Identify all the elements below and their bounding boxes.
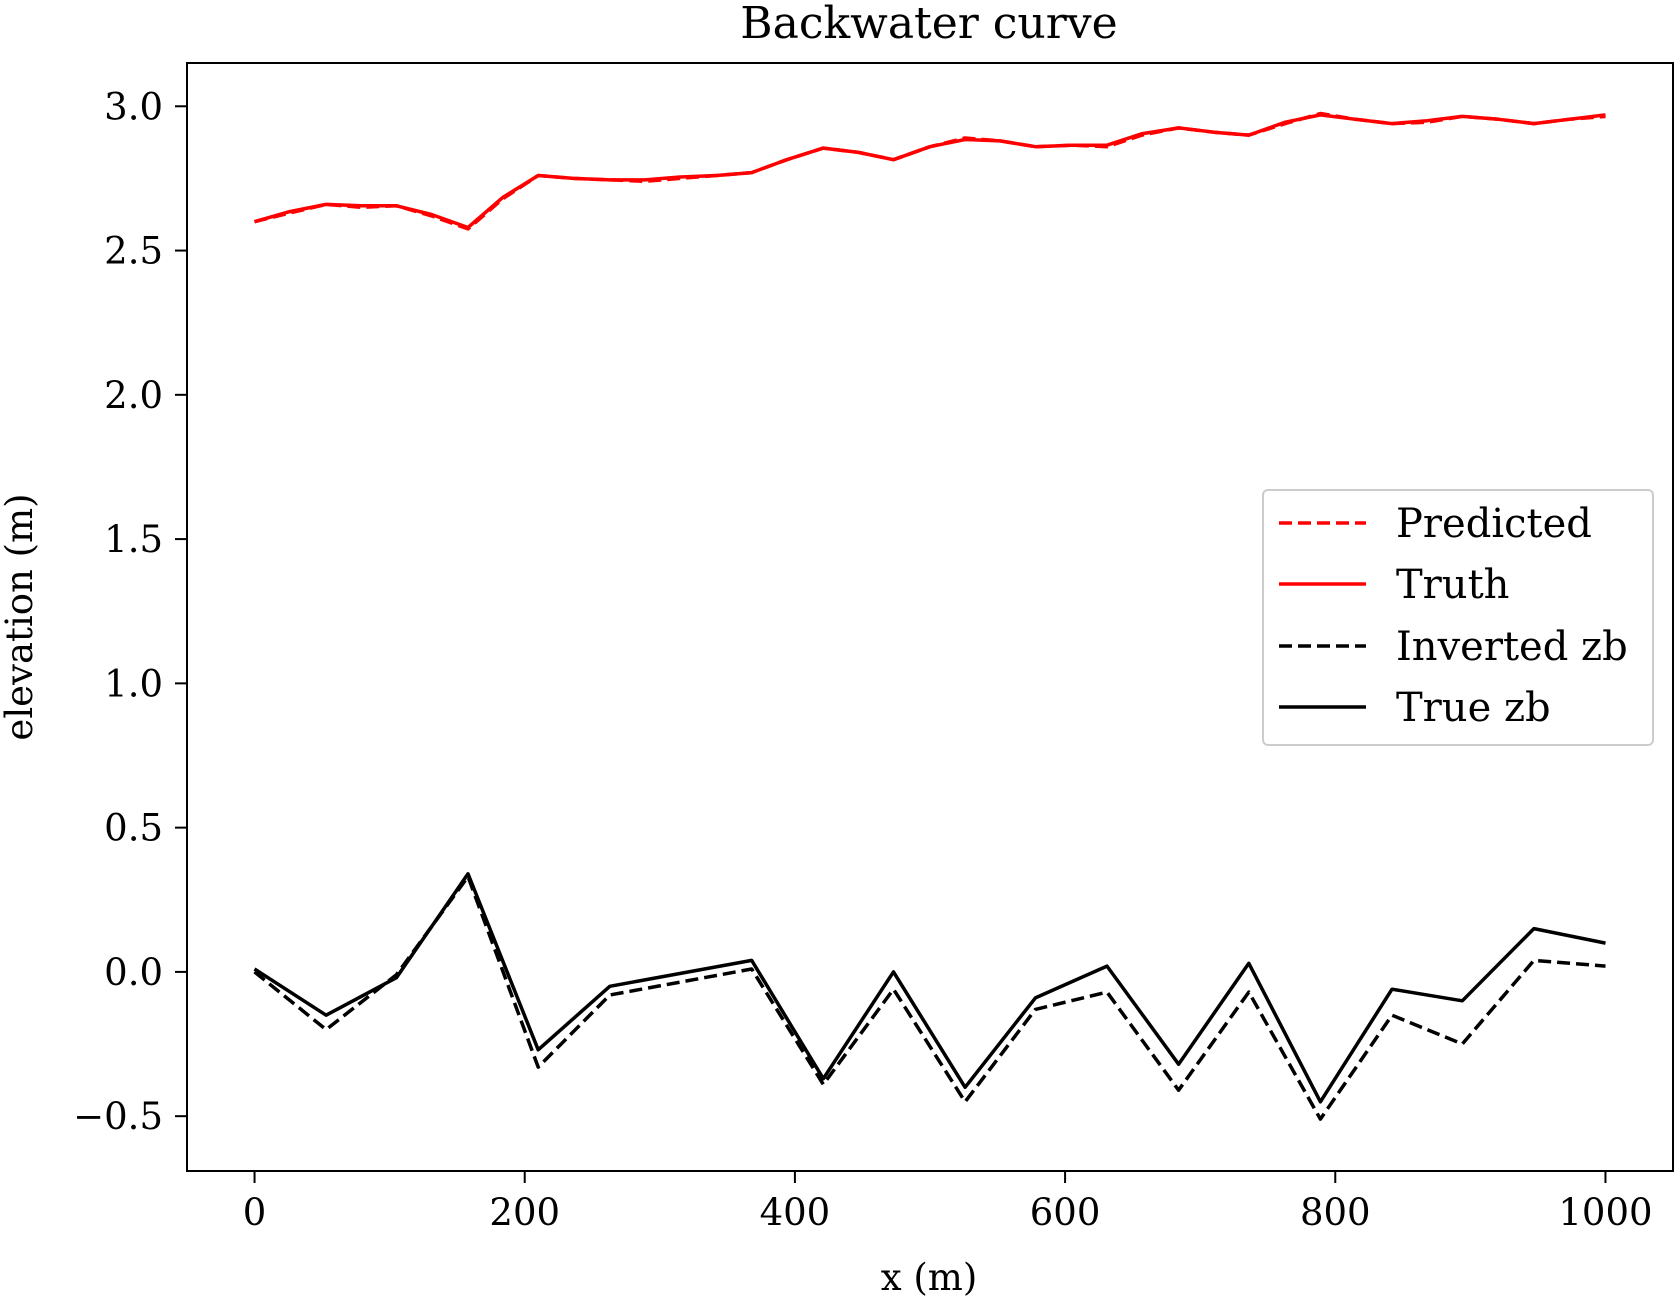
legend: Predicted Truth Inverted zb True zb xyxy=(1262,489,1654,746)
legend-label-inverted-zb: Inverted zb xyxy=(1396,624,1628,670)
ticks-layer: 0 200 400 600 800 1000 −0.5 0.0 0.5 1.0 1.5 2.0 2.5 3… xyxy=(73,85,1652,1234)
chart-title: Backwater curve xyxy=(740,0,1117,49)
legend-label-truth: Truth xyxy=(1396,562,1509,608)
legend-label-true-zb: True zb xyxy=(1396,685,1551,731)
x-tick-label: 600 xyxy=(1030,1191,1101,1234)
y-axis-label: elevation (m) xyxy=(0,493,41,740)
legend-label-predicted: Predicted xyxy=(1396,501,1592,547)
x-axis-label: x (m) xyxy=(881,1256,978,1298)
y-tick-label: 0.0 xyxy=(104,951,163,994)
y-tick-label: 1.5 xyxy=(104,518,163,561)
y-tick-label: −0.5 xyxy=(73,1095,163,1138)
y-tick-label: 3.0 xyxy=(104,85,163,128)
series-line-true-zb xyxy=(253,872,1606,1104)
y-tick-label: 2.5 xyxy=(104,230,163,273)
y-tick-label: 2.0 xyxy=(104,374,163,417)
y-tick-label: 0.5 xyxy=(104,807,163,850)
y-tick-label: 1.0 xyxy=(104,662,163,705)
x-tick-label: 1000 xyxy=(1558,1191,1652,1234)
series-line-truth xyxy=(254,113,1606,230)
series-layer xyxy=(253,111,1606,1121)
x-tick-label: 400 xyxy=(760,1191,831,1234)
plot-frame xyxy=(186,62,1674,1172)
x-tick-label: 800 xyxy=(1300,1191,1371,1234)
legend-box xyxy=(1262,489,1654,746)
x-tick-label: 200 xyxy=(489,1191,560,1234)
x-tick-label: 0 xyxy=(243,1191,267,1234)
